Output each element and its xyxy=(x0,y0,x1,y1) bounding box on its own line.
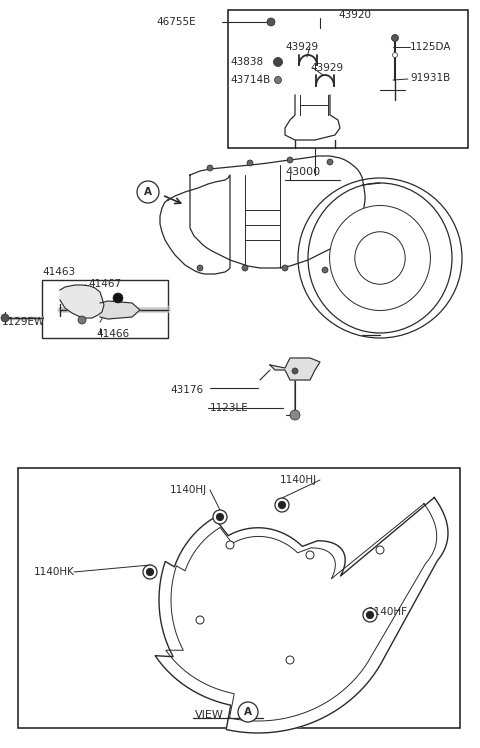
Circle shape xyxy=(213,510,227,524)
Ellipse shape xyxy=(308,183,452,333)
Circle shape xyxy=(306,551,314,559)
Bar xyxy=(42,280,168,338)
Circle shape xyxy=(216,513,224,521)
Circle shape xyxy=(275,498,289,512)
Circle shape xyxy=(363,608,377,622)
Text: 43929: 43929 xyxy=(310,63,343,73)
Circle shape xyxy=(267,18,275,26)
Circle shape xyxy=(287,157,293,163)
Polygon shape xyxy=(270,358,320,380)
Circle shape xyxy=(146,568,154,575)
Text: 43838: 43838 xyxy=(230,57,263,67)
Text: VIEW: VIEW xyxy=(195,710,224,720)
Circle shape xyxy=(275,76,281,84)
Text: A: A xyxy=(144,187,152,197)
Circle shape xyxy=(278,501,286,509)
Circle shape xyxy=(322,267,328,273)
Circle shape xyxy=(196,616,204,624)
Text: 43929: 43929 xyxy=(285,42,318,52)
Circle shape xyxy=(226,541,234,549)
Text: 1125DA: 1125DA xyxy=(410,42,452,52)
Polygon shape xyxy=(160,175,230,274)
Circle shape xyxy=(367,612,373,619)
Text: 43714B: 43714B xyxy=(230,75,270,85)
Circle shape xyxy=(247,160,253,166)
Text: 1140HJ: 1140HJ xyxy=(280,475,317,485)
Circle shape xyxy=(376,546,384,554)
Circle shape xyxy=(1,314,9,322)
Circle shape xyxy=(113,293,123,303)
Text: A: A xyxy=(244,707,252,717)
Circle shape xyxy=(197,265,203,271)
Text: 1140HJ: 1140HJ xyxy=(170,485,207,495)
Text: 41467: 41467 xyxy=(88,279,121,289)
Polygon shape xyxy=(100,301,140,319)
Circle shape xyxy=(286,656,294,664)
Ellipse shape xyxy=(330,206,431,310)
Text: 43920: 43920 xyxy=(338,10,371,20)
Text: 1140HF: 1140HF xyxy=(368,607,408,617)
Bar xyxy=(228,10,468,148)
Circle shape xyxy=(242,265,248,271)
Polygon shape xyxy=(190,156,365,268)
Circle shape xyxy=(282,265,288,271)
Ellipse shape xyxy=(355,232,405,284)
Text: 1129EW: 1129EW xyxy=(2,317,45,327)
Text: 41466: 41466 xyxy=(96,329,129,339)
Text: 43176: 43176 xyxy=(170,385,203,395)
Text: 91931B: 91931B xyxy=(410,73,450,83)
Circle shape xyxy=(274,58,283,67)
Circle shape xyxy=(290,410,300,420)
Text: 46755E: 46755E xyxy=(156,17,196,27)
Circle shape xyxy=(137,181,159,203)
Polygon shape xyxy=(155,497,448,733)
Circle shape xyxy=(327,159,333,165)
Circle shape xyxy=(143,565,157,579)
Polygon shape xyxy=(60,285,104,318)
Circle shape xyxy=(292,368,298,374)
Circle shape xyxy=(393,52,397,58)
Circle shape xyxy=(207,165,213,171)
Bar xyxy=(18,468,460,728)
Text: 43000: 43000 xyxy=(285,167,320,177)
Text: 1140HK: 1140HK xyxy=(34,567,75,577)
Circle shape xyxy=(78,316,86,324)
Text: 41463: 41463 xyxy=(42,267,75,277)
Circle shape xyxy=(238,702,258,722)
Text: 1123LE: 1123LE xyxy=(210,403,249,413)
Circle shape xyxy=(392,34,398,41)
